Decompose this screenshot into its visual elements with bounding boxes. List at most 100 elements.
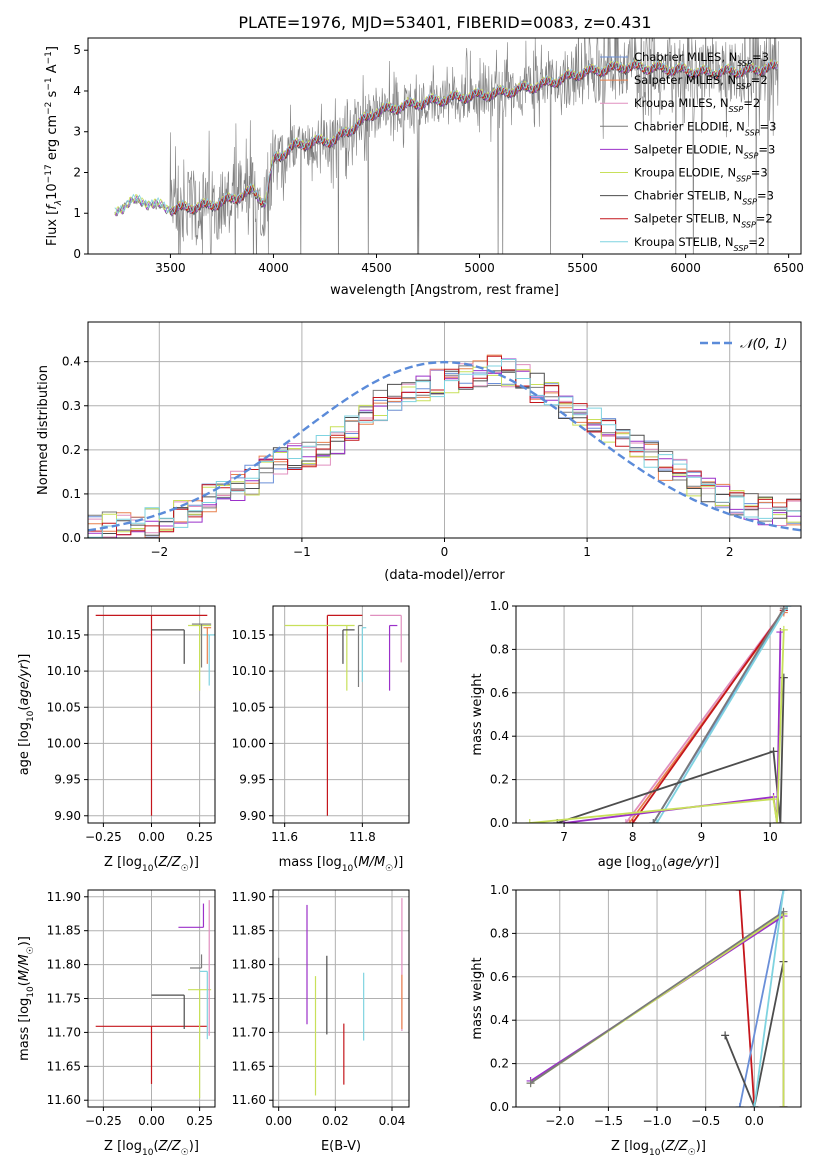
errorbar-point	[284, 624, 355, 691]
x-tick-label: 4000	[258, 261, 289, 275]
plot-layer: 3500 4000 4500 5000 5500 6000 6500 0 1 2 3 4 5 wavele…	[17, 37, 804, 1158]
x-tick-label: −1.0	[642, 1114, 671, 1128]
errorbar-point	[342, 629, 355, 664]
legend-label: Chabrier ELODIE, NSSP=3	[634, 119, 776, 137]
legend-label: Salpeter MILES, NSSP=2	[634, 73, 768, 91]
legend-text: Chabrier ELODIE, N	[634, 119, 745, 133]
legend: 𝒩(0, 1)	[700, 337, 787, 352]
errorbar-point	[361, 627, 367, 682]
axes-frame	[87, 889, 216, 1108]
label-part: (	[17, 981, 32, 986]
label-part: 10	[45, 183, 60, 200]
weight-marker	[628, 819, 637, 823]
errorbar-point	[370, 614, 402, 663]
legend-text: Chabrier MILES, N	[634, 50, 737, 64]
data-spectrum	[114, 38, 779, 254]
label-part: age [log	[17, 722, 32, 775]
legend-text: Chabrier STELIB, N	[634, 189, 742, 203]
y-axis-label: mass [log10(M/M☉)]	[17, 936, 36, 1061]
legend-label: Kroupa STELIB, NSSP=2	[634, 235, 765, 253]
weight-marker	[649, 819, 658, 823]
label-part: (	[660, 1139, 665, 1154]
y-tick-label: 1.0	[490, 883, 509, 897]
y-tick-label: 11.70	[47, 1025, 81, 1039]
x-tick-label: 6000	[670, 261, 701, 275]
weight-marker	[772, 819, 781, 823]
y-tick-label: 10.10	[47, 664, 81, 678]
axes-frame	[272, 605, 410, 824]
label-part: (	[17, 706, 32, 711]
label-part: M/M	[358, 855, 385, 870]
label-part: (	[353, 855, 358, 870]
legend-value: =3	[751, 166, 768, 180]
y-tick-label: 0.0	[490, 1100, 509, 1114]
axes-spectrum: 3500 4000 4500 5000 5500 6000 6500 0 1 2 3 4 5	[73, 43, 804, 275]
legend-label: Chabrier MILES, NSSP=3	[634, 50, 769, 68]
label-part: ☉	[688, 1148, 696, 1158]
x-tick-label: 3500	[155, 261, 186, 275]
x-tick-label: 10	[762, 830, 777, 844]
legend-label: 𝒩(0, 1)	[740, 337, 787, 352]
label-part: −1	[44, 51, 54, 64]
plot-area-mass-vs-EBV	[278, 898, 403, 1096]
x-axis-label: E(B-V)	[321, 1139, 361, 1154]
weight-line	[625, 609, 785, 823]
label-part: age/yr	[17, 662, 32, 705]
label-part: 10	[342, 864, 354, 874]
label-part: Z [log	[104, 855, 142, 870]
axes-mass-vs-Z: −0.25 0.00 0.25 11.60 11.65 11.70 11.75 11.80 11…	[47, 890, 215, 1128]
label-part: Z [log	[611, 1139, 649, 1154]
label-part: M/M	[17, 954, 32, 981]
label-part: )]	[17, 936, 32, 946]
weight-marker	[750, 1103, 759, 1107]
axes-age-vs-Z: −0.25 0.00 0.25 9.90 9.95 10.00 10.05 10.10 10.1…	[47, 606, 215, 844]
x-tick-label: 11.8	[349, 830, 376, 844]
y-tick-label: 11.80	[47, 958, 81, 972]
legend-label: Chabrier STELIB, NSSP=3	[634, 189, 774, 207]
x-tick-label: 9	[698, 830, 706, 844]
label-part: (	[153, 855, 158, 870]
y-tick-label: 0.6	[490, 686, 509, 700]
label-part: 10	[26, 986, 36, 998]
x-tick-label: 0.02	[322, 1114, 349, 1128]
x-tick-label: 1	[583, 545, 591, 559]
y-tick-label: 11.90	[47, 890, 81, 904]
label-part: λ	[54, 200, 64, 206]
x-tick-label: 6500	[773, 261, 804, 275]
y-tick-label: 0.4	[490, 729, 509, 743]
plot-area-spectrum	[114, 38, 779, 254]
x-tick-label: 0.00	[138, 830, 165, 844]
y-tick-label: 0.1	[62, 487, 81, 501]
legend-value: =2	[748, 235, 765, 249]
y-tick-label: 1	[73, 206, 81, 220]
y-axis-label: mass weight	[470, 957, 485, 1039]
label-part: )]	[696, 1139, 706, 1154]
legend-text: Kroupa STELIB, N	[634, 235, 734, 249]
y-tick-label: 0.4	[62, 355, 81, 369]
x-tick-label: 7	[560, 830, 568, 844]
axes-frame	[87, 321, 802, 539]
y-tick-label: 0.0	[490, 816, 509, 830]
y-tick-label: 0.2	[490, 773, 509, 787]
label-part: A	[45, 64, 60, 77]
label-part: Z/Z	[158, 1139, 182, 1154]
y-tick-label: 0.6	[490, 970, 509, 984]
x-tick-label: 8	[629, 830, 637, 844]
errorbar-point	[191, 623, 212, 668]
y-tick-label: 10.05	[232, 700, 266, 714]
plot-area-mass-weight-vs-Z	[526, 890, 788, 1107]
x-tick-label: 0.04	[379, 1114, 406, 1128]
label-part: 10	[651, 864, 663, 874]
legend-value: =2	[756, 212, 773, 226]
plot-area-mass-weight-vs-age	[525, 606, 792, 823]
legend-value: =3	[752, 50, 769, 64]
legend-subscript: SSP	[745, 128, 760, 137]
weight-marker	[652, 819, 661, 823]
weight-line	[753, 890, 785, 1107]
weight-marker	[779, 1103, 788, 1107]
legend-value: =3	[760, 119, 777, 133]
x-tick-label: −1	[293, 545, 311, 559]
label-part: Z/Z	[665, 1139, 689, 1154]
label-part: age/yr	[667, 855, 710, 870]
